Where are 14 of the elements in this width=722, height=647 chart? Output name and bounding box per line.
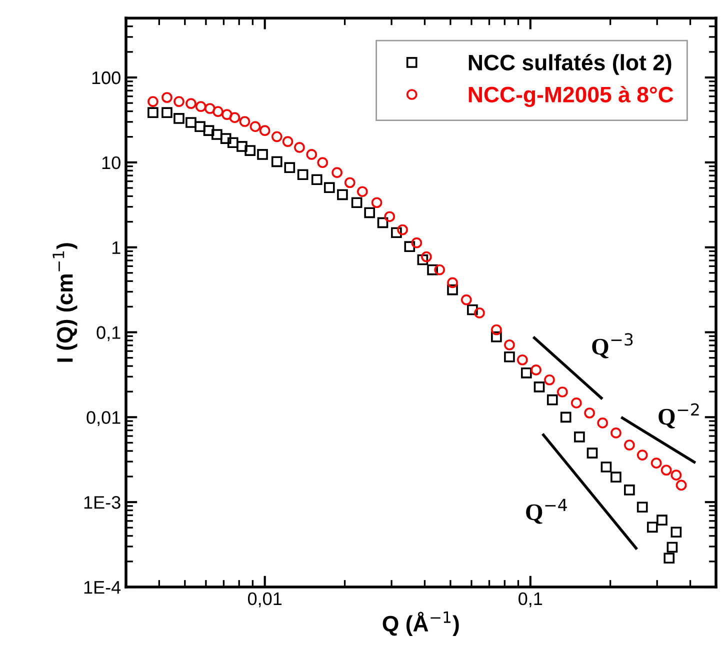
y-tick-label: 1E-3 — [84, 496, 120, 509]
y-tick-label: 1E-4 — [84, 581, 121, 594]
y-tick-label: 1 — [112, 241, 120, 254]
annotation: Q$^{−3}$ — [592, 333, 633, 358]
y-tick-label: 0,1 — [96, 326, 120, 342]
annotation: Q$^{−2}$ — [658, 403, 699, 428]
annotation: Q$^{−4}$ — [526, 498, 567, 524]
legend-label: NCC sulfatés (lot 2) — [468, 54, 672, 75]
y-tick-label: 0,01 — [86, 411, 120, 426]
y-axis-title: I (Q) (cm$^{−1}$) — [52, 243, 78, 362]
y-tick-label: 100 — [92, 71, 120, 84]
y-tick-label: 10 — [102, 156, 120, 170]
legend-label: NCC-g-M2005 à 8°C — [468, 86, 674, 107]
x-axis-title: Q (Å$^{−1}$) — [382, 611, 459, 636]
